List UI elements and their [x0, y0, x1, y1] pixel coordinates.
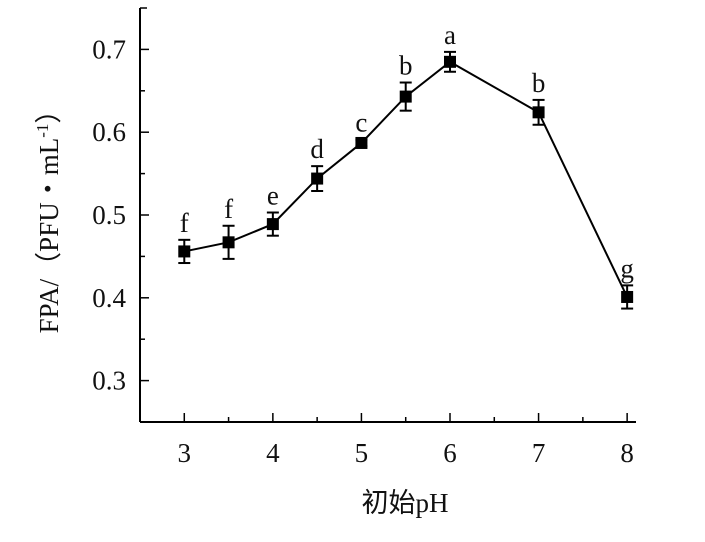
data-point [311, 172, 324, 185]
significance-label: f [180, 208, 189, 238]
series-fpa: f f e d c b a b g [178, 20, 634, 310]
x-tick-label: 5 [355, 438, 369, 468]
significance-label: f [224, 194, 233, 224]
data-point [355, 136, 368, 149]
significance-label: c [355, 108, 367, 138]
x-axis-label: 初始pH [362, 488, 449, 518]
data-point [222, 236, 235, 249]
y-tick-label: 0.7 [92, 34, 126, 64]
x-tick-label: 3 [178, 438, 192, 468]
significance-label: d [310, 134, 324, 164]
data-point [621, 290, 634, 303]
data-point [532, 106, 545, 119]
y-axis-label: FPA/（PFU・mL-1） [33, 97, 64, 334]
significance-label: g [620, 253, 634, 283]
x-tick-label: 8 [620, 438, 634, 468]
data-point [444, 55, 456, 68]
y-tick-label: 0.3 [92, 366, 126, 396]
y-tick-label: 0.4 [92, 283, 126, 313]
significance-label: e [267, 181, 279, 211]
y-tick-label: 0.5 [92, 200, 126, 230]
data-point [178, 245, 191, 258]
x-tick-label: 6 [443, 438, 457, 468]
significance-label: a [444, 20, 456, 50]
y-tick-label: 0.6 [92, 117, 126, 147]
axes: 0.3 0.4 0.5 0.6 0.7 3 4 5 6 7 8 [92, 7, 636, 468]
x-tick-label: 4 [266, 438, 280, 468]
significance-label: b [532, 68, 546, 98]
data-point [399, 90, 412, 103]
significance-label: b [399, 51, 413, 81]
x-tick-label: 7 [532, 438, 546, 468]
data-point [266, 218, 279, 231]
